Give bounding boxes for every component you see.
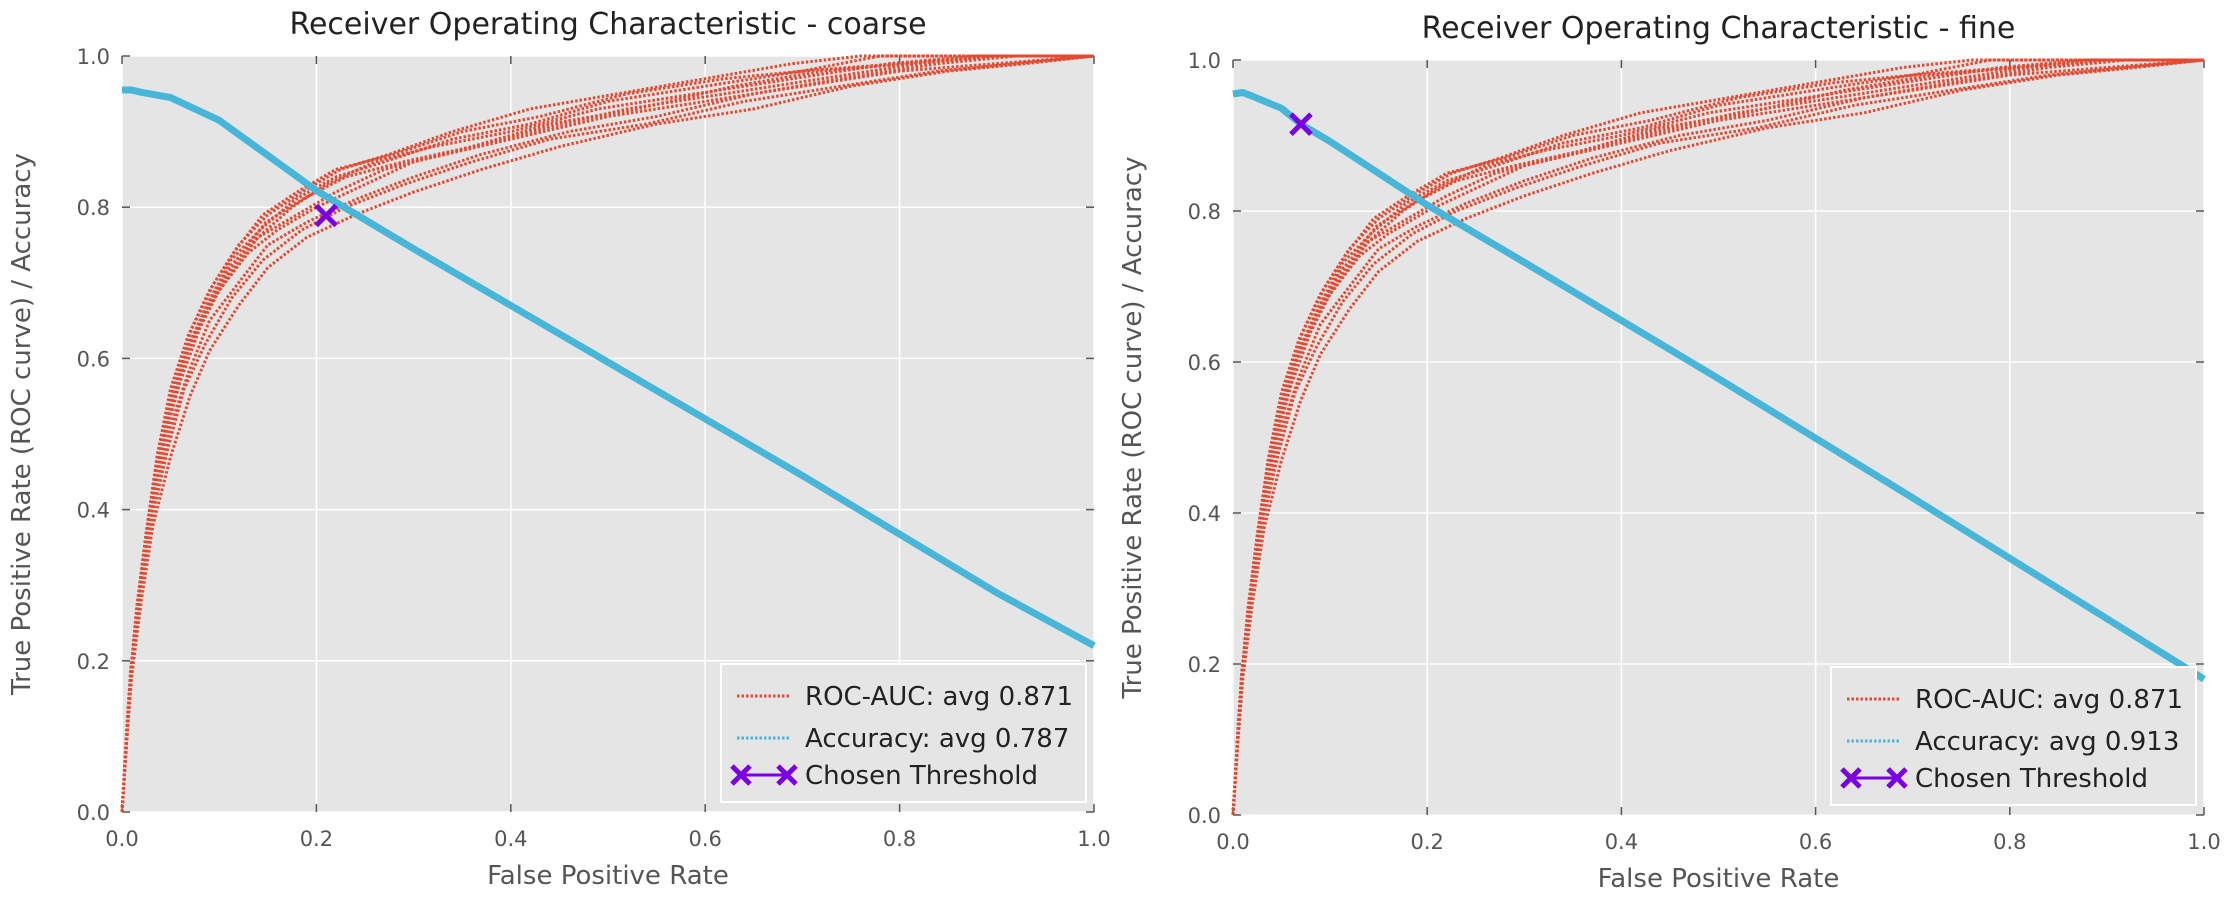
series-layer <box>1231 58 2206 816</box>
y-axis-label: True Positive Rate (ROC curve) / Accurac… <box>1118 157 1148 700</box>
legend-threshold-marker <box>1840 767 1862 789</box>
ticks: 0.00.0 0.2 0.2 0.4 0.4 0.6 0.6 0.8 0.8 1.0 1.0 <box>1188 49 2221 854</box>
legend-threshold-marker-stroke <box>1840 767 1862 789</box>
legend: ROC-AUC: avg 0.871 Accuracy: avg 0.787 C… <box>720 663 1087 803</box>
x-tick-label: 0.4 <box>1605 830 1638 854</box>
roc-fold-4 <box>1231 58 2204 816</box>
legend-entry-accuracy: Accuracy: avg 0.913 <box>1915 727 2179 757</box>
threshold-marker-stroke <box>1289 112 1313 136</box>
chart-title: Receiver Operating Characteristic - fine <box>1422 11 2016 46</box>
threshold-marker <box>314 203 338 228</box>
accuracy-curve <box>122 86 1096 649</box>
y-tick-label: 0.4 <box>1188 502 1221 526</box>
y-tick-label: 0.2 <box>1188 653 1221 677</box>
y-tick-label: 0.0 <box>1188 804 1221 828</box>
x-tick-label: 0.8 <box>1993 830 2026 854</box>
legend: ROC-AUC: avg 0.871 Accuracy: avg 0.913 C… <box>1830 666 2197 806</box>
x-tick-label: 1.0 <box>1077 827 1110 851</box>
legend-threshold-marker-stroke <box>776 764 798 786</box>
y-tick-label: 0.2 <box>77 650 110 674</box>
roc-fold-3 <box>120 54 1095 813</box>
x-tick-label: 0.0 <box>1216 830 1249 854</box>
chart-title: Receiver Operating Characteristic - coar… <box>289 7 926 42</box>
x-axis-label: False Positive Rate <box>487 861 729 891</box>
roc-fold-3 <box>1231 58 2205 816</box>
roc-fold-7 <box>120 54 1095 813</box>
y-tick-label: 1.0 <box>77 45 110 69</box>
y-tick-label: 0.6 <box>77 347 110 371</box>
ticks: 0.00.0 0.2 0.2 0.4 0.4 0.6 0.6 0.8 0.8 1.0 1.0 <box>77 45 1111 851</box>
y-tick-label: 0.6 <box>1188 351 1221 375</box>
legend-entry-roc: ROC-AUC: avg 0.871 <box>805 682 1073 712</box>
grid <box>121 55 1095 813</box>
legend-symbols <box>1840 697 1908 789</box>
roc-fold-6 <box>1231 58 2204 816</box>
chart-coarse: 0.00.0 0.2 0.2 0.4 0.4 0.6 0.6 0.8 0.8 1.0 1.0 Rec… <box>7 7 1111 891</box>
x-tick-label: 0.0 <box>105 827 138 851</box>
legend-entry-threshold: Chosen Threshold <box>805 761 1038 791</box>
legend-threshold-marker <box>730 764 752 786</box>
x-tick-label: 0.2 <box>300 827 333 851</box>
y-tick-label: 0.8 <box>1188 200 1221 224</box>
threshold-marker-stroke <box>314 203 338 228</box>
legend-threshold-marker <box>1886 767 1908 789</box>
accuracy-curve <box>1232 89 2206 683</box>
legend-threshold-marker-stroke <box>1886 767 1908 789</box>
y-tick-label: 0.0 <box>77 801 110 825</box>
x-tick-label: 0.6 <box>1799 830 1832 854</box>
legend-entry-threshold: Chosen Threshold <box>1915 764 2148 794</box>
roc-fold-10 <box>120 54 1094 813</box>
y-tick-label: 1.0 <box>1188 49 1221 73</box>
roc-fold-6 <box>120 54 1094 813</box>
legend-entry-accuracy: Accuracy: avg 0.787 <box>805 724 1069 754</box>
series-layer <box>120 54 1096 813</box>
legend-entry-roc: ROC-AUC: avg 0.871 <box>1915 685 2183 715</box>
y-tick-label: 0.8 <box>77 196 110 220</box>
x-axis-label: False Positive Rate <box>1598 864 1840 894</box>
y-tick-label: 0.4 <box>77 499 110 523</box>
y-axis-label: True Positive Rate (ROC curve) / Accurac… <box>7 153 37 696</box>
x-tick-label: 0.4 <box>494 827 527 851</box>
x-tick-label: 1.0 <box>2187 830 2220 854</box>
x-tick-label: 0.6 <box>688 827 721 851</box>
threshold-marker <box>1289 112 1313 136</box>
legend-threshold-marker <box>776 764 798 786</box>
legend-threshold-marker-stroke <box>730 764 752 786</box>
chart-fine: 0.00.0 0.2 0.2 0.4 0.4 0.6 0.6 0.8 0.8 1.0 1.0 Rec… <box>1118 11 2221 894</box>
legend-symbols <box>730 694 798 786</box>
roc-fold-5 <box>1231 58 2204 816</box>
x-tick-label: 0.8 <box>883 827 916 851</box>
x-tick-label: 0.2 <box>1410 830 1443 854</box>
